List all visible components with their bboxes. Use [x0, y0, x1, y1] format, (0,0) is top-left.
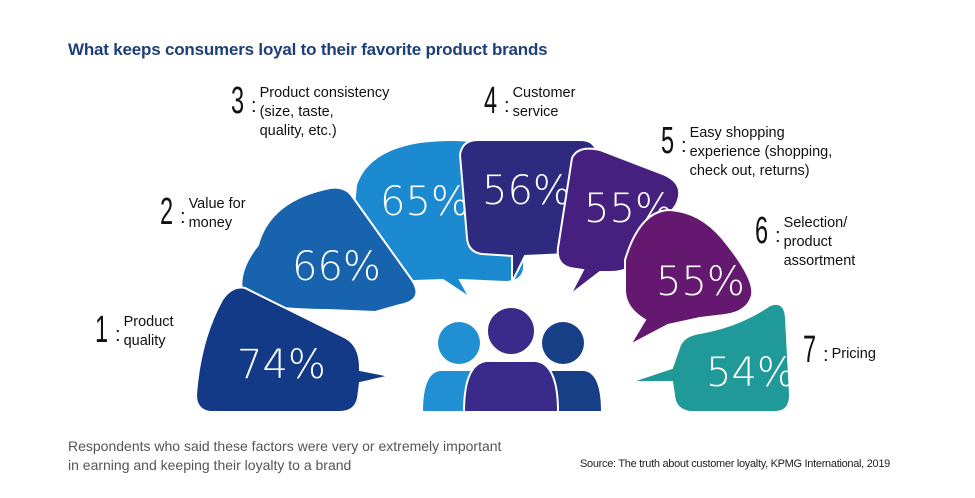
bubble-pricing: 54%	[629, 302, 795, 413]
rank-2: 2	[160, 191, 174, 233]
factor-label: Product quality	[124, 313, 174, 351]
label-product-consistency: 3 : Product consistency (size, taste, qual…	[231, 80, 390, 141]
line: money	[188, 215, 233, 231]
rank-4: 4	[484, 80, 498, 122]
chart-title: What keeps consumers loyal to their favo…	[68, 40, 548, 59]
bubble-value-for-money: 66%	[240, 186, 418, 314]
factor-label: Customer service	[513, 84, 576, 122]
rank-3: 3	[231, 80, 245, 122]
value-product-consistency: 65%	[380, 179, 469, 225]
rank-colon: :	[504, 95, 510, 117]
line: Selection/	[783, 215, 848, 231]
factor-label: Selection/product assortment	[784, 214, 856, 271]
factor-label: Value for money	[189, 195, 246, 233]
bubble-selection: 55%	[624, 208, 754, 348]
value-value-for-money: 66%	[292, 244, 381, 290]
value-product-quality: 74%	[237, 342, 326, 388]
line: quality, etc.)	[259, 123, 337, 139]
line: Product	[123, 314, 174, 330]
value-customer-service: 56%	[482, 168, 571, 214]
rank-colon: :	[115, 324, 121, 346]
rank-6: 6	[755, 210, 769, 252]
label-easy-shopping: 5 : Easy shopping experience (shopping, ch…	[661, 120, 833, 181]
rank-colon: :	[180, 206, 186, 228]
label-selection: 6 : Selection/product assortment	[755, 210, 856, 271]
rank-colon: :	[251, 95, 257, 117]
source-note: Source: The truth about customer loyalty…	[580, 458, 890, 470]
value-selection: 55%	[656, 259, 745, 305]
label-pricing: 7 : Pricing	[803, 329, 876, 371]
rank-1: 1	[95, 309, 109, 351]
group-of-people-icon	[420, 306, 604, 413]
factor-label: Product consistency (size, taste, quality,…	[260, 84, 390, 141]
line: check out, returns)	[689, 163, 810, 179]
line: assortment	[783, 253, 856, 269]
bubble-product-quality: 74%	[194, 286, 391, 413]
line: experience (shopping,	[689, 144, 833, 160]
line: Customer	[512, 85, 576, 101]
rank-5: 5	[661, 120, 675, 162]
rank-colon: :	[681, 135, 687, 157]
label-customer-service: 4 : Customer service	[484, 80, 576, 122]
line: Pricing	[831, 346, 876, 362]
line: product	[783, 234, 832, 250]
chart-subtitle: Respondents who said these factors were …	[68, 438, 502, 473]
line: Value for	[188, 196, 246, 212]
label-value-for-money: 2 : Value for money	[160, 191, 246, 233]
line: Product consistency	[259, 85, 390, 101]
line: quality	[123, 333, 166, 349]
value-pricing: 54%	[706, 350, 795, 396]
rank-colon: :	[775, 225, 781, 247]
rank-7: 7	[803, 329, 817, 371]
bubble-easy-shopping: 55%	[556, 147, 681, 296]
line: Easy shopping	[689, 125, 785, 141]
label-product-quality: 1 : Product quality	[95, 309, 174, 351]
factor-label: Easy shopping experience (shopping, check …	[690, 124, 833, 181]
line: service	[512, 104, 559, 120]
factor-label: Pricing	[832, 345, 876, 364]
rank-colon: :	[823, 344, 829, 366]
line: (size, taste,	[259, 104, 334, 120]
